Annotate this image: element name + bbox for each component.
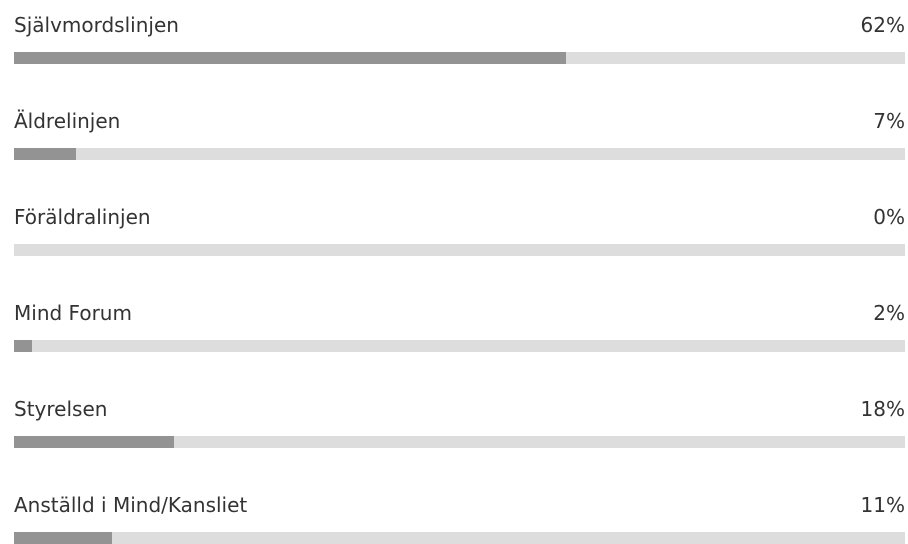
option-label: Styrelsen bbox=[14, 397, 108, 421]
progress-track bbox=[14, 340, 905, 352]
progress-fill bbox=[14, 436, 174, 448]
option-label: Äldrelinjen bbox=[14, 109, 121, 133]
poll-option-sjalvmordslinjen: Självmordslinjen 62% bbox=[14, 0, 905, 64]
option-percentage: 0% bbox=[873, 205, 905, 229]
progress-fill bbox=[14, 532, 112, 544]
option-label: Anställd i Mind/Kansliet bbox=[14, 493, 248, 517]
option-label: Mind Forum bbox=[14, 301, 132, 325]
option-percentage: 62% bbox=[860, 13, 905, 37]
progress-track bbox=[14, 52, 905, 64]
option-percentage: 2% bbox=[873, 301, 905, 325]
option-label: Självmordslinjen bbox=[14, 13, 179, 37]
progress-fill bbox=[14, 340, 32, 352]
poll-option-aldrelinjen: Äldrelinjen 7% bbox=[14, 96, 905, 160]
progress-track bbox=[14, 148, 905, 160]
progress-track bbox=[14, 532, 905, 544]
progress-track bbox=[14, 244, 905, 256]
poll-option-mind-forum: Mind Forum 2% bbox=[14, 288, 905, 352]
option-label: Föräldralinjen bbox=[14, 205, 151, 229]
poll-option-foraldralinjen: Föräldralinjen 0% bbox=[14, 192, 905, 256]
option-percentage: 18% bbox=[860, 397, 905, 421]
poll-option-anstalld-i-mind-kansliet: Anställd i Mind/Kansliet 11% bbox=[14, 480, 905, 544]
option-percentage: 11% bbox=[860, 493, 905, 517]
progress-fill bbox=[14, 52, 566, 64]
option-percentage: 7% bbox=[873, 109, 905, 133]
poll-option-styrelsen: Styrelsen 18% bbox=[14, 384, 905, 448]
progress-track bbox=[14, 436, 905, 448]
progress-fill bbox=[14, 148, 76, 160]
